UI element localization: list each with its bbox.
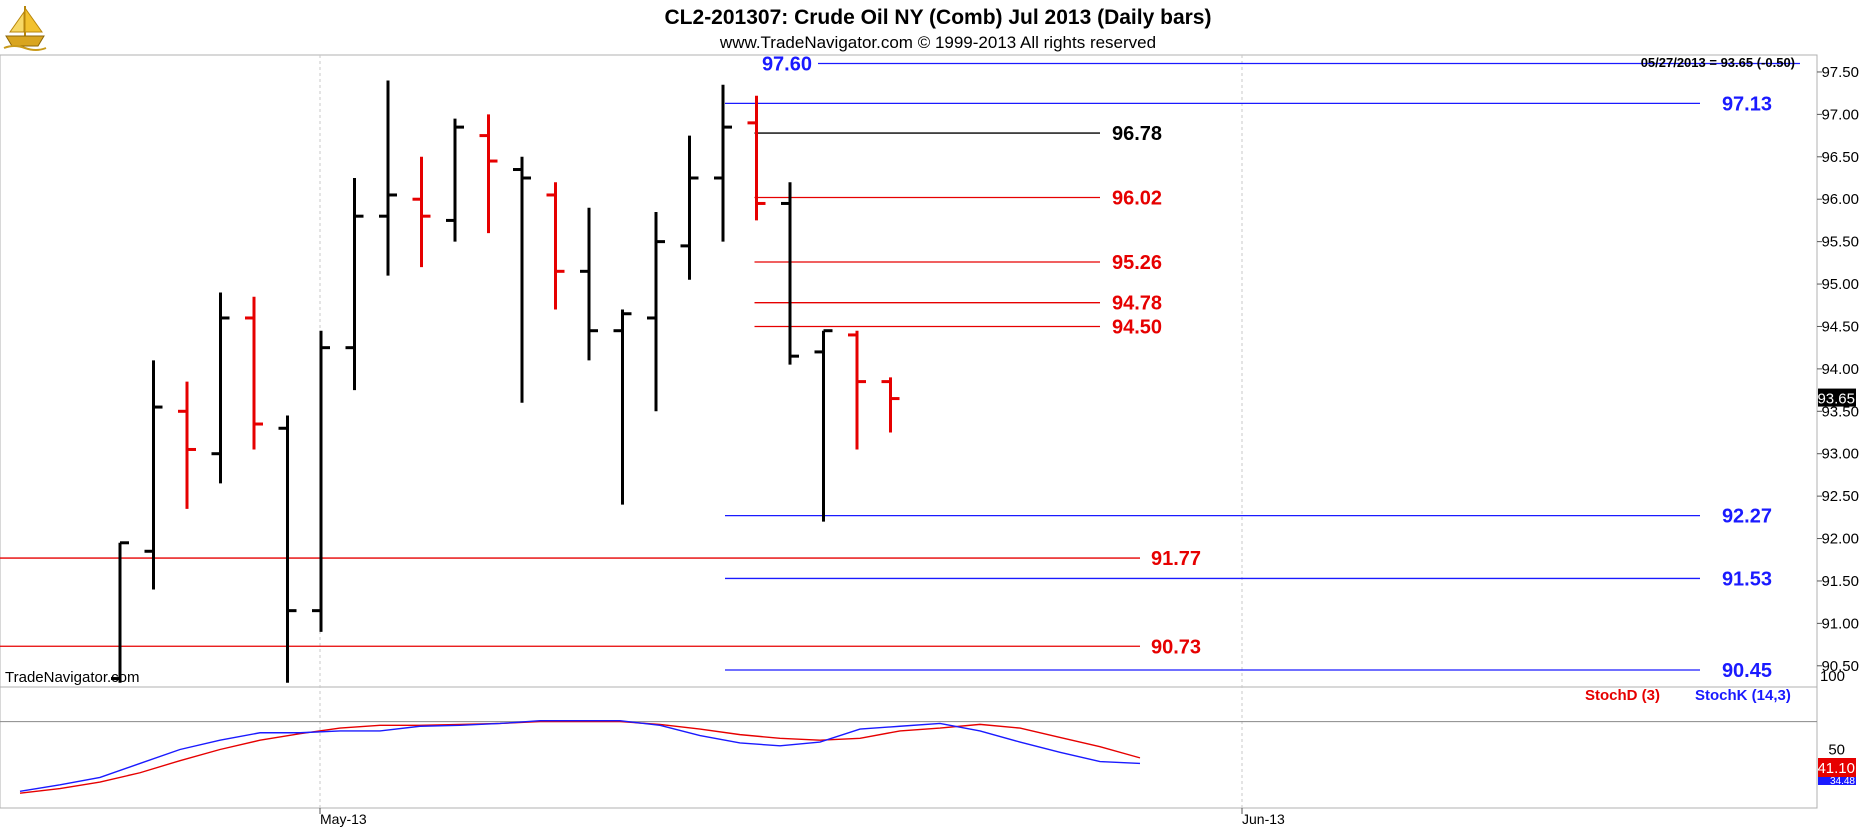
y-tick-label: 96.50	[1821, 149, 1859, 166]
osc-y-tick-label: 100	[1820, 668, 1845, 685]
level-label: 95.26	[1112, 252, 1162, 274]
y-tick-label: 94.50	[1821, 318, 1859, 335]
ohlc-bar	[111, 541, 129, 683]
y-tick-label: 95.50	[1821, 234, 1859, 251]
ohlc-bar	[513, 156, 531, 403]
ohlc-bar	[680, 135, 699, 280]
y-tick-label: 97.00	[1821, 106, 1859, 123]
level-label: 94.50	[1112, 316, 1162, 338]
ohlc-bar	[647, 211, 665, 412]
stochd-value-box	[1818, 758, 1856, 777]
ohlc-bar	[848, 330, 866, 450]
ohlc-bar	[245, 296, 263, 450]
price-panel	[0, 54, 1818, 688]
legend-stochd: StochD (3)	[1585, 687, 1660, 704]
y-tick-label: 91.00	[1821, 615, 1859, 632]
stochk-value-box	[1818, 776, 1856, 785]
last-value-label: 93.65	[1817, 391, 1855, 408]
stochd-line	[19, 720, 1141, 794]
chart-title: CL2-201307: Crude Oil NY (Comb) Jul 2013…	[665, 6, 1212, 29]
level-label: 94.78	[1112, 293, 1162, 315]
y-tick-label: 94.00	[1821, 361, 1859, 378]
ohlc-bar	[312, 330, 330, 632]
legend-stochk: StochK (14,3)	[1695, 687, 1791, 704]
ohlc-bar	[412, 156, 431, 268]
ohlc-bar	[446, 118, 464, 242]
ohlc-bar	[211, 292, 230, 484]
level-label: 90.73	[1151, 636, 1201, 658]
last-quote-label: 05/27/2013 = 93.65 (-0.50)	[1641, 55, 1795, 70]
ohlc-bar	[546, 182, 565, 310]
ohlc-bar	[814, 329, 833, 522]
ohlc-bar	[379, 80, 397, 276]
last-value-box	[1818, 388, 1856, 407]
x-tick-label: Jun-13	[1242, 811, 1285, 827]
level-label: 96.78	[1112, 123, 1162, 145]
ohlc-bar	[278, 415, 297, 683]
ohlc-bar	[479, 114, 498, 234]
level-label: 91.77	[1151, 548, 1201, 570]
tradenavigator-logo-icon	[3, 6, 47, 51]
oscillator-panel	[0, 686, 1818, 809]
stochd-value-label: 41.10	[1817, 760, 1855, 777]
y-tick-label: 93.00	[1821, 446, 1859, 463]
osc-y-tick-label: 50	[1828, 742, 1845, 759]
y-tick-label: 92.00	[1821, 531, 1859, 548]
ohlc-bar	[781, 182, 799, 365]
ohlc-bar	[144, 360, 163, 590]
y-tick-label: 92.50	[1821, 488, 1859, 505]
watermark: TradeNavigator.com	[5, 669, 140, 686]
ohlc-bar	[580, 207, 598, 361]
chart-subtitle: www.TradeNavigator.com © 1999-2013 All r…	[719, 33, 1156, 52]
ohlc-bar	[613, 309, 632, 505]
level-label: 97.60	[762, 53, 812, 75]
ohlc-bar	[178, 381, 196, 509]
ohlc-bar	[747, 95, 766, 221]
level-label: 91.53	[1722, 568, 1772, 590]
ohlc-bar	[881, 377, 900, 433]
stochk-line	[19, 719, 1141, 793]
stochk-value-label: 34.48	[1830, 776, 1855, 787]
ohlc-bar	[345, 178, 364, 391]
level-label: 92.27	[1722, 506, 1772, 528]
y-tick-label: 90.50	[1821, 658, 1859, 675]
ohlc-bar	[714, 84, 732, 242]
x-tick-label: May-13	[320, 811, 367, 827]
level-label: 90.45	[1722, 660, 1772, 682]
y-tick-label: 96.00	[1821, 191, 1859, 208]
y-tick-label: 93.50	[1821, 403, 1859, 420]
y-tick-label: 91.50	[1821, 573, 1859, 590]
level-label: 96.02	[1112, 188, 1162, 210]
y-tick-label: 97.50	[1821, 64, 1859, 81]
level-label: 97.13	[1722, 93, 1772, 115]
y-tick-label: 95.00	[1821, 276, 1859, 293]
